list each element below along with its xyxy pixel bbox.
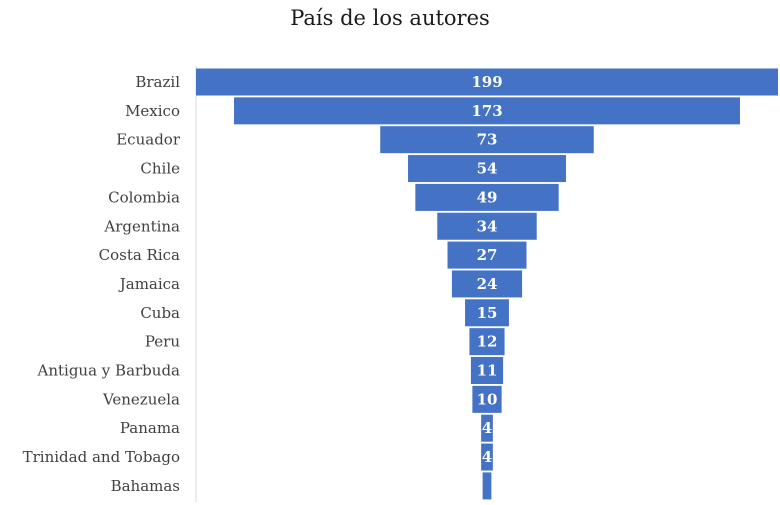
- category-label: Venezuela: [102, 390, 180, 408]
- category-label: Peru: [145, 333, 180, 351]
- funnel-bar: [408, 155, 566, 183]
- data-label: 199: [471, 73, 502, 91]
- data-label: 34: [477, 217, 498, 235]
- category-label: Ecuador: [116, 131, 181, 149]
- category-label: Mexico: [125, 102, 180, 120]
- category-label: Argentina: [103, 217, 180, 235]
- funnel-bar: [469, 328, 505, 356]
- data-label: 10: [477, 390, 498, 408]
- funnel-bar: [472, 385, 502, 413]
- data-label: 24: [477, 275, 498, 293]
- funnel-bar: [415, 183, 559, 211]
- funnel-bar: [451, 270, 523, 298]
- category-label: Costa Rica: [99, 246, 180, 264]
- data-label: 12: [477, 333, 498, 351]
- funnel-bar: [481, 443, 493, 471]
- funnel-bar: [447, 241, 527, 269]
- category-label: Trinidad and Tobago: [23, 448, 180, 466]
- data-label: 27: [477, 246, 498, 264]
- funnel-bar: [437, 212, 537, 240]
- funnel-bar: [380, 126, 594, 154]
- funnel-bar: [470, 357, 504, 384]
- category-label: Bahamas: [111, 477, 180, 495]
- funnel-bar: [465, 299, 509, 327]
- category-label: Cuba: [140, 304, 180, 322]
- data-label: 54: [477, 160, 498, 178]
- data-label: 49: [477, 188, 498, 206]
- funnel-bar: [234, 97, 740, 125]
- category-label: Antigua y Barbuda: [37, 362, 181, 380]
- data-label: 73: [477, 131, 498, 149]
- funnel-bar: [481, 414, 493, 442]
- data-label: 4: [482, 419, 492, 437]
- data-label: 173: [471, 102, 502, 120]
- category-label: Chile: [140, 160, 180, 178]
- funnel-bar: [482, 472, 492, 500]
- category-label: Colombia: [108, 188, 180, 206]
- data-label: 11: [477, 362, 498, 380]
- category-label: Panama: [120, 419, 180, 437]
- category-label: Jamaica: [118, 275, 180, 293]
- funnel-bar: [196, 68, 778, 96]
- data-label: 15: [477, 304, 498, 322]
- category-label: Brazil: [135, 73, 180, 91]
- chart-title: País de los autores: [290, 6, 490, 30]
- data-label: 4: [482, 448, 492, 466]
